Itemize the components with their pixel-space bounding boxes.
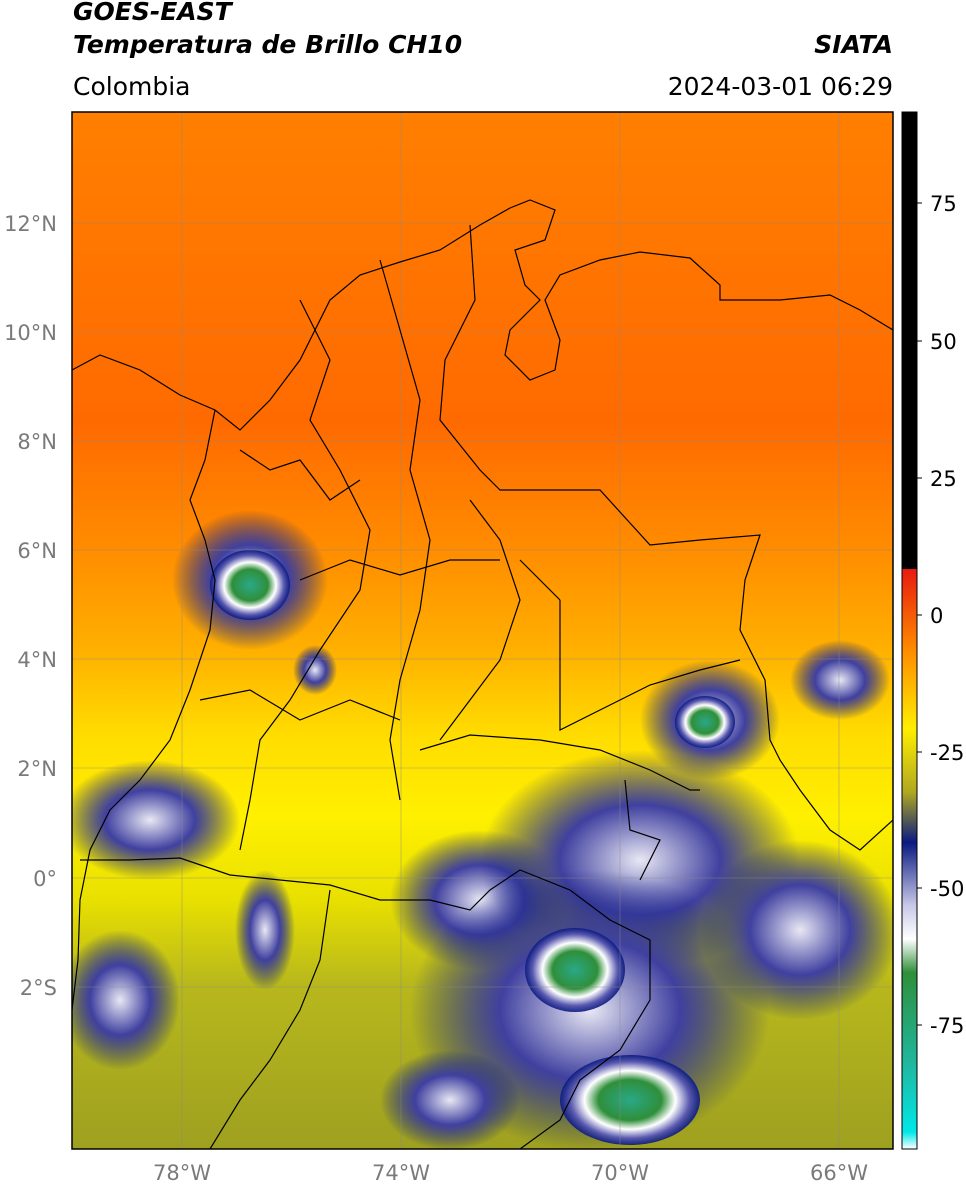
latitude-labels: 12°N 10°N 8°N 6°N 4°N 2°N 0° 2°S [4,212,57,1000]
brand-label: SIATA [814,30,893,59]
lat-label: 8°N [17,430,57,454]
colorbar-warm-band [902,569,917,729]
colorbar-tick-75: 75 [930,192,957,216]
lat-label: 10°N [4,321,57,345]
lon-label: 74°W [372,1161,430,1185]
region-label: Colombia [73,72,191,101]
product-title: Temperatura de Brillo CH10 [73,30,463,59]
boundaries [72,199,893,1149]
timestamp-label: 2024-03-01 06:29 [667,72,893,101]
lon-label: 78°W [153,1161,211,1185]
longitude-labels: 78°W 74°W 70°W 66°W [153,1161,868,1185]
brightness-temperature-field [72,112,893,1149]
colorbar-tick-minus50: -50 [930,877,964,901]
lat-label: 12°N [4,212,57,236]
colorbar-tick-50: 50 [930,330,957,354]
lat-label: 6°N [17,539,57,563]
lat-label: 2°N [17,757,57,781]
map-frame [71,111,894,1150]
lon-label: 66°W [810,1161,868,1185]
satellite-title: GOES-EAST [73,0,232,26]
lat-label: 0° [33,867,57,891]
colorbar-tick-0: 0 [930,604,943,628]
colorbar-tick-25: 25 [930,467,957,491]
colorbar-tick-minus75: -75 [930,1014,964,1038]
colorbar-cold-band [902,729,917,1149]
colorbar-tick-minus25: -25 [930,741,964,765]
lon-label: 70°W [591,1161,649,1185]
colorbar: 75 50 25 0 -25 -50 -75 [901,111,964,1150]
lat-label: 2°S [20,976,57,1000]
colorbar-hot-band [902,112,917,569]
lat-label: 4°N [17,648,57,672]
